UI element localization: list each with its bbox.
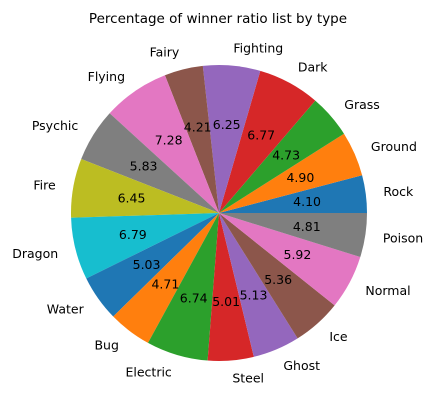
pie-slice-fire (71, 159, 219, 218)
slice-value-label-ground: 4.90 (286, 170, 314, 185)
pie-slice-rock (219, 175, 367, 213)
pie-slice-flying (109, 75, 219, 213)
pie-slice-ghost (219, 213, 298, 357)
slice-category-label-poison: Poison (383, 230, 423, 245)
slice-category-label-dark: Dark (298, 60, 328, 75)
pie-slice-psychic (81, 113, 220, 213)
slice-value-label-water: 5.03 (133, 257, 161, 272)
slice-value-label-psychic: 5.83 (130, 159, 158, 174)
slice-value-label-ice: 5.36 (264, 272, 292, 287)
chart-title: Percentage of winner ratio list by type (89, 11, 347, 27)
pie-slice-dark (219, 70, 316, 213)
slice-value-label-normal: 5.92 (284, 247, 312, 262)
slice-category-label-grass: Grass (344, 97, 380, 112)
slice-category-label-dragon: Dragon (12, 246, 58, 261)
pie-slice-bug (113, 213, 219, 343)
category-labels: Rock Ground Grass Dark Fighting Fairy Flying Ps… (12, 40, 423, 385)
slice-value-label-bug: 4.71 (151, 276, 179, 291)
slice-category-label-normal: Normal (365, 283, 410, 298)
percentage-labels: 4.10 4.90 4.73 6.77 6.254.217.28 5.83 6.45 6.79… (118, 117, 321, 309)
slice-category-label-steel: Steel (232, 371, 264, 386)
slice-category-label-fairy: Fairy (150, 45, 180, 60)
slice-category-label-ghost: Ghost (283, 358, 320, 373)
slice-value-label-flying: 7.28 (155, 132, 183, 147)
slice-value-label-fairy: 4.21 (184, 119, 212, 134)
pie-slice-electric (147, 213, 219, 361)
slice-value-label-fighting: 6.25 (213, 117, 241, 132)
pie-slices (71, 65, 367, 362)
slice-value-label-ghost: 5.13 (240, 287, 268, 302)
slice-category-label-water: Water (47, 301, 85, 316)
pie-slice-fairy (164, 65, 219, 213)
pie-slice-water (86, 213, 220, 317)
pie-slice-ground (219, 133, 363, 213)
slice-category-label-psychic: Psychic (32, 118, 78, 133)
slice-value-label-dark: 6.77 (247, 127, 275, 142)
slice-value-label-electric: 6.74 (180, 291, 208, 306)
slice-value-label-fire: 6.45 (118, 190, 146, 205)
pie-slice-normal (219, 213, 361, 306)
slice-value-label-dragon: 6.79 (119, 227, 147, 242)
pie-slice-dragon (71, 213, 219, 279)
pie-slice-poison (219, 213, 367, 258)
slice-category-label-ground: Ground (371, 139, 417, 154)
slice-category-label-fire: Fire (33, 177, 56, 192)
pie-slice-grass (219, 100, 344, 213)
slice-value-label-grass: 4.73 (272, 147, 300, 162)
slice-category-label-flying: Flying (88, 69, 125, 84)
slice-category-label-bug: Bug (94, 338, 118, 353)
pie-slice-ice (219, 213, 335, 339)
slice-category-label-fighting: Fighting (233, 40, 283, 55)
slice-category-label-rock: Rock (383, 184, 414, 199)
slice-category-label-ice: Ice (329, 329, 348, 344)
slice-value-label-steel: 5.01 (212, 294, 240, 309)
slice-value-label-rock: 4.10 (293, 194, 321, 209)
slice-value-label-poison: 4.81 (293, 219, 321, 234)
pie-slice-steel (207, 213, 254, 362)
pie-slice-fighting (202, 65, 261, 213)
slice-category-label-electric: Electric (125, 364, 171, 379)
